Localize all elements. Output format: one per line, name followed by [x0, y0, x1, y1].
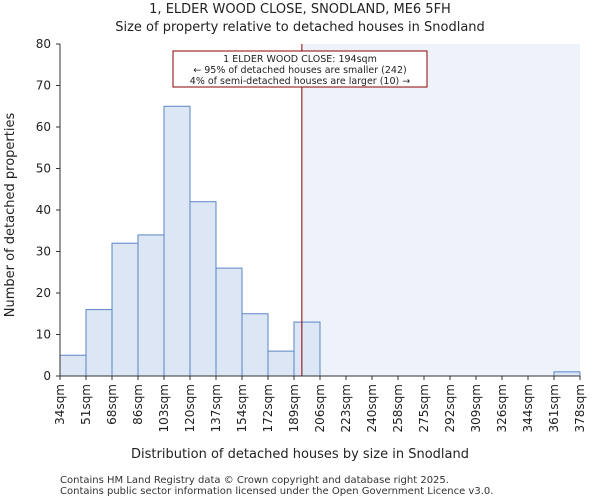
x-tick-label-326sqm: 326sqm	[495, 384, 509, 432]
x-tick-label-154sqm: 154sqm	[235, 384, 249, 432]
bar-86sqm	[137, 234, 165, 377]
x-tick-label-361sqm: 361sqm	[547, 384, 561, 432]
x-tick-label-34sqm: 34sqm	[53, 384, 67, 425]
bar-361sqm	[553, 371, 581, 377]
x-tick-label-51sqm: 51sqm	[79, 384, 93, 425]
bar-120sqm	[189, 201, 217, 377]
x-tick-label-292sqm: 292sqm	[443, 384, 457, 432]
annotation-line-3: 4% of semi-detached houses are larger (1…	[190, 76, 410, 87]
bar-68sqm	[111, 242, 139, 377]
y-tick-label: 10	[36, 328, 51, 342]
x-tick-label-206sqm: 206sqm	[313, 384, 327, 432]
x-tick-label-137sqm: 137sqm	[209, 384, 223, 432]
annotation-line-1: 1 ELDER WOOD CLOSE: 194sqm	[223, 54, 377, 65]
bar-154sqm	[241, 313, 269, 377]
footer-line-1: Contains HM Land Registry data © Crown c…	[60, 475, 449, 486]
x-tick-label-275sqm: 275sqm	[417, 384, 431, 432]
y-tick-label: 30	[36, 245, 51, 259]
bar-172sqm	[267, 350, 295, 377]
larger-than-subject-shade	[301, 44, 580, 376]
bar-51sqm	[85, 309, 113, 377]
bar-34sqm	[59, 354, 87, 377]
bar-137sqm	[215, 267, 243, 377]
bar-189sqm	[293, 321, 321, 377]
x-axis-label: Distribution of detached houses by size …	[131, 447, 469, 462]
y-tick-label: 50	[36, 162, 51, 176]
bar-103sqm	[163, 105, 191, 377]
x-tick-label-240sqm: 240sqm	[365, 384, 379, 432]
footer-line-2: Contains public sector information licen…	[60, 486, 493, 497]
y-tick-label: 70	[36, 79, 51, 93]
x-tick-label-172sqm: 172sqm	[261, 384, 275, 432]
y-axis-label: Number of detached properties	[3, 113, 18, 318]
chart-title: 1, ELDER WOOD CLOSE, SNODLAND, ME6 5FH	[149, 2, 451, 17]
annotation-line-2: ← 95% of detached houses are smaller (24…	[193, 65, 406, 76]
chart-subtitle: Size of property relative to detached ho…	[115, 20, 485, 35]
x-tick-label-120sqm: 120sqm	[183, 384, 197, 432]
x-tick-label-309sqm: 309sqm	[469, 384, 483, 432]
y-tick-label: 80	[36, 37, 51, 51]
x-tick-label-86sqm: 86sqm	[131, 384, 145, 425]
x-tick-label-223sqm: 223sqm	[339, 384, 353, 432]
y-tick-label: 20	[36, 286, 51, 300]
y-tick-label: 40	[36, 203, 51, 217]
x-tick-label-378sqm: 378sqm	[573, 384, 587, 432]
x-tick-label-103sqm: 103sqm	[157, 384, 171, 432]
annotation-box	[172, 50, 428, 88]
y-tick-label: 0	[43, 369, 51, 383]
x-tick-label-258sqm: 258sqm	[391, 384, 405, 432]
y-tick-label: 60	[36, 120, 51, 134]
x-tick-label-68sqm: 68sqm	[105, 384, 119, 425]
x-tick-label-189sqm: 189sqm	[287, 384, 301, 432]
x-tick-label-344sqm: 344sqm	[521, 384, 535, 432]
